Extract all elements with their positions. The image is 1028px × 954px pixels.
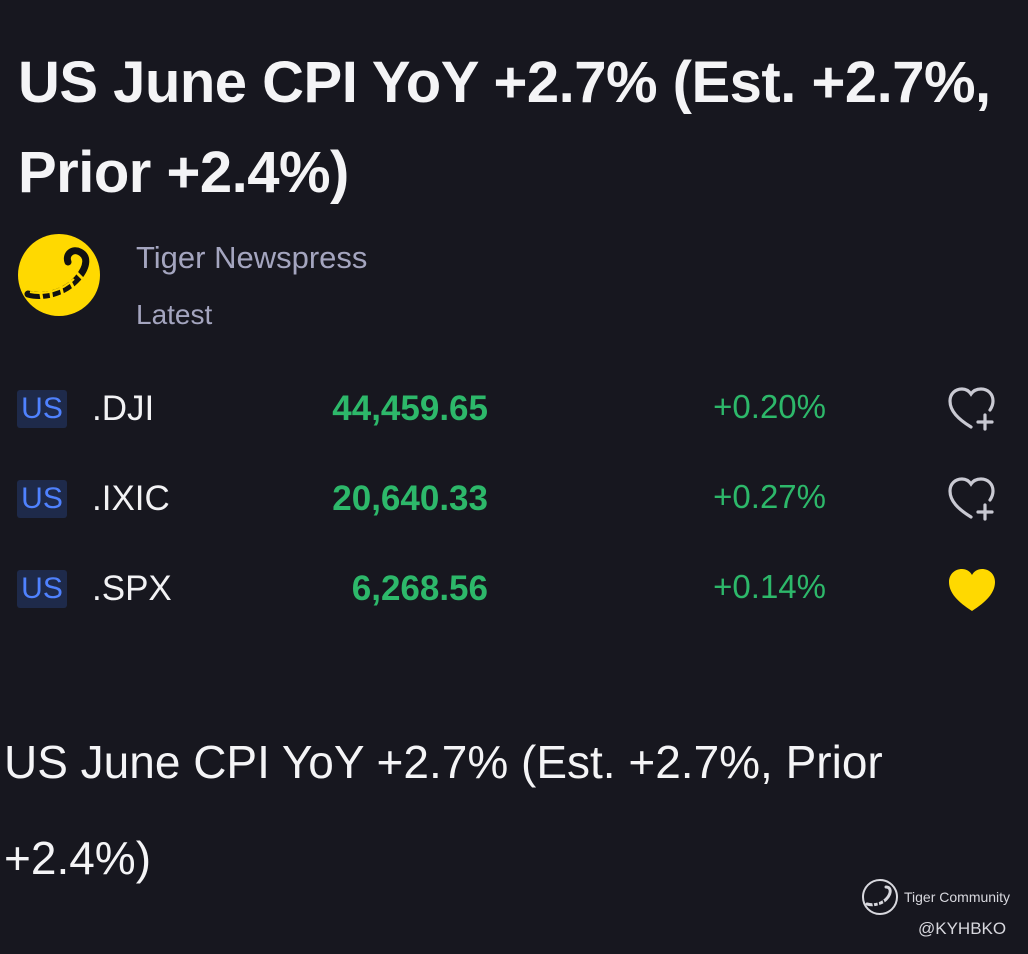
market-badge: US — [17, 390, 67, 428]
quote-symbol: .SPX — [92, 569, 172, 608]
quote-price: 20,640.33 — [332, 479, 488, 518]
author-tag: Latest — [136, 299, 213, 330]
quote-change: +0.20% — [713, 388, 826, 425]
heart-plus-outline-icon — [948, 387, 995, 431]
remove-from-watchlist-button[interactable] — [944, 563, 1000, 615]
quote-symbol: .DJI — [92, 389, 155, 428]
add-to-watchlist-button[interactable] — [944, 473, 1000, 525]
article-headline: US June CPI YoY +2.7% (Est. +2.7%, Prior… — [18, 50, 991, 205]
quote-row-ixic[interactable]: US .IXIC 20,640.33 +0.27% — [0, 464, 1028, 534]
watermark-handle: @KYHBKO — [918, 919, 1007, 938]
quote-change: +0.27% — [713, 478, 826, 515]
quote-price: 44,459.65 — [332, 389, 488, 428]
quote-symbol: .IXIC — [92, 479, 170, 518]
market-badge: US — [17, 570, 67, 608]
quote-change: +0.14% — [713, 568, 826, 605]
heart-plus-outline-icon — [948, 477, 995, 521]
quote-price: 6,268.56 — [351, 569, 488, 608]
quote-row-spx[interactable]: US .SPX 6,268.56 +0.14% — [0, 554, 1028, 624]
quote-row-dji[interactable]: US .DJI 44,459.65 +0.20% — [0, 374, 1028, 444]
tiger-community-logo-icon — [862, 879, 898, 915]
heart-filled-icon — [949, 569, 995, 611]
watermark-brand: Tiger Community — [904, 889, 1011, 905]
author-name[interactable]: Tiger Newspress — [136, 240, 368, 275]
author-avatar[interactable] — [18, 234, 100, 316]
market-badge: US — [17, 480, 67, 518]
article-body: US June CPI YoY +2.7% (Est. +2.7%, Prior… — [4, 736, 883, 884]
add-to-watchlist-button[interactable] — [944, 383, 1000, 435]
tiger-tail-logo-icon — [24, 247, 90, 301]
